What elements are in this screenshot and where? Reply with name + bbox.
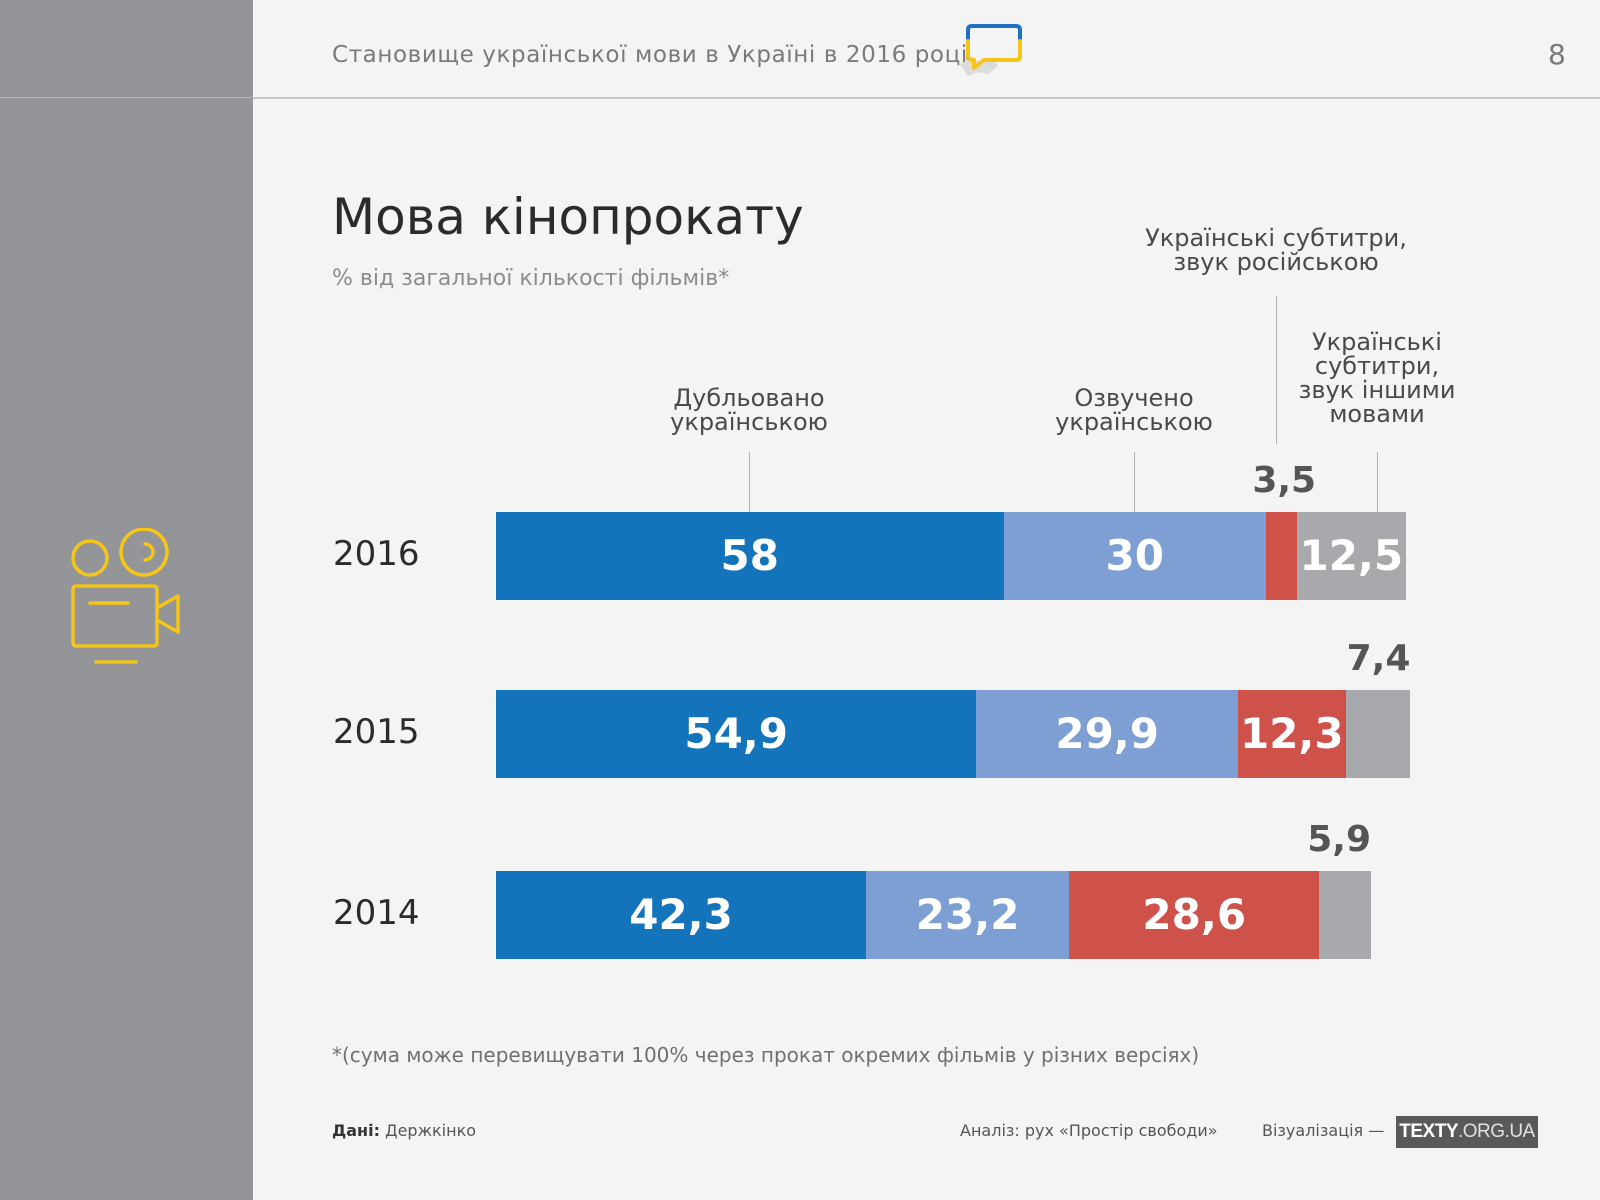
bar-segment xyxy=(976,690,1238,778)
analysis-credit: Аналіз: рух «Простір свободи» xyxy=(960,1121,1218,1140)
sidebar-divider xyxy=(0,97,253,98)
bar-segment xyxy=(1003,512,1266,600)
leader-line xyxy=(749,452,750,512)
year-label: 2016 xyxy=(333,534,420,574)
series-label-line: звук іншими xyxy=(1298,376,1456,404)
chart-subtitle: % від загальної кількості фільмів* xyxy=(332,266,730,291)
series-label-line: Дубльовано xyxy=(673,384,825,412)
bar-segment xyxy=(496,690,977,778)
bar-segment xyxy=(1266,512,1297,600)
data-label: 5,9 xyxy=(1307,819,1371,860)
texty-logo-light: .ORG.UA xyxy=(1458,1121,1535,1142)
chart-title: Мова кінопрокату xyxy=(332,188,804,246)
series-label-line: Українські субтитри, xyxy=(1145,224,1407,252)
data-source-label: Дані: xyxy=(332,1121,380,1140)
data-label: 29,9 xyxy=(1055,709,1159,758)
data-label: 7,4 xyxy=(1346,638,1411,679)
data-source-credit: Дані: Держкінко xyxy=(332,1121,476,1140)
bar-segment xyxy=(1319,871,1371,959)
visualization-credit: Візуалізація — xyxy=(1262,1121,1385,1140)
leader-line xyxy=(1377,452,1378,512)
year-label: 2014 xyxy=(333,893,420,933)
data-label: 30 xyxy=(1105,531,1164,580)
series-label-line: українською xyxy=(670,408,828,436)
series-label: Українські субтитри, звук російською xyxy=(1136,226,1416,274)
bar-segment xyxy=(1345,690,1411,778)
series-label-line: Озвучено xyxy=(1074,384,1194,412)
series-label-line: звук російською xyxy=(1173,248,1379,276)
data-label: 12,5 xyxy=(1299,531,1404,580)
data-label: 3,5 xyxy=(1252,460,1317,501)
bar-segment xyxy=(1296,512,1406,600)
series-label: Озвучено українською xyxy=(994,386,1274,434)
sidebar xyxy=(0,0,253,1200)
data-source-value: Держкінко xyxy=(385,1121,477,1140)
data-label: 12,3 xyxy=(1239,709,1344,758)
bar-segment xyxy=(496,871,867,959)
bar-segment xyxy=(496,512,1004,600)
data-label: 54,9 xyxy=(684,709,788,758)
document-title: Становище української мови в Україні в 2… xyxy=(332,42,968,68)
year-label: 2015 xyxy=(333,712,420,752)
bar-segment xyxy=(1069,871,1320,959)
leader-line xyxy=(1276,296,1277,444)
bar-segment xyxy=(866,871,1070,959)
series-label-line: українською xyxy=(1055,408,1213,436)
speech-bubble-ukraine-map-icon xyxy=(960,24,1022,76)
bar-segment xyxy=(1238,690,1346,778)
data-label: 28,6 xyxy=(1142,890,1247,939)
data-label: 42,3 xyxy=(629,890,733,939)
footnote: *(сума може перевищувати 100% через прок… xyxy=(332,1043,1200,1067)
series-label: Дубльовано українською xyxy=(609,386,889,434)
series-label: Українські субтитри, звук іншими мовами xyxy=(1237,330,1517,426)
series-label-line: Українські xyxy=(1312,328,1442,356)
texty-logo-badge: TEXTY.ORG.UA xyxy=(1396,1116,1538,1148)
movie-camera-icon xyxy=(71,528,180,664)
page-number: 8 xyxy=(1548,38,1566,71)
series-label-line: мовами xyxy=(1329,400,1425,428)
data-label: 58 xyxy=(720,531,779,580)
header-divider xyxy=(253,97,1600,99)
data-label: 23,2 xyxy=(915,890,1020,939)
texty-logo-bold: TEXTY xyxy=(1399,1121,1458,1142)
leader-line xyxy=(1134,452,1135,512)
series-label-line: субтитри, xyxy=(1314,352,1440,380)
